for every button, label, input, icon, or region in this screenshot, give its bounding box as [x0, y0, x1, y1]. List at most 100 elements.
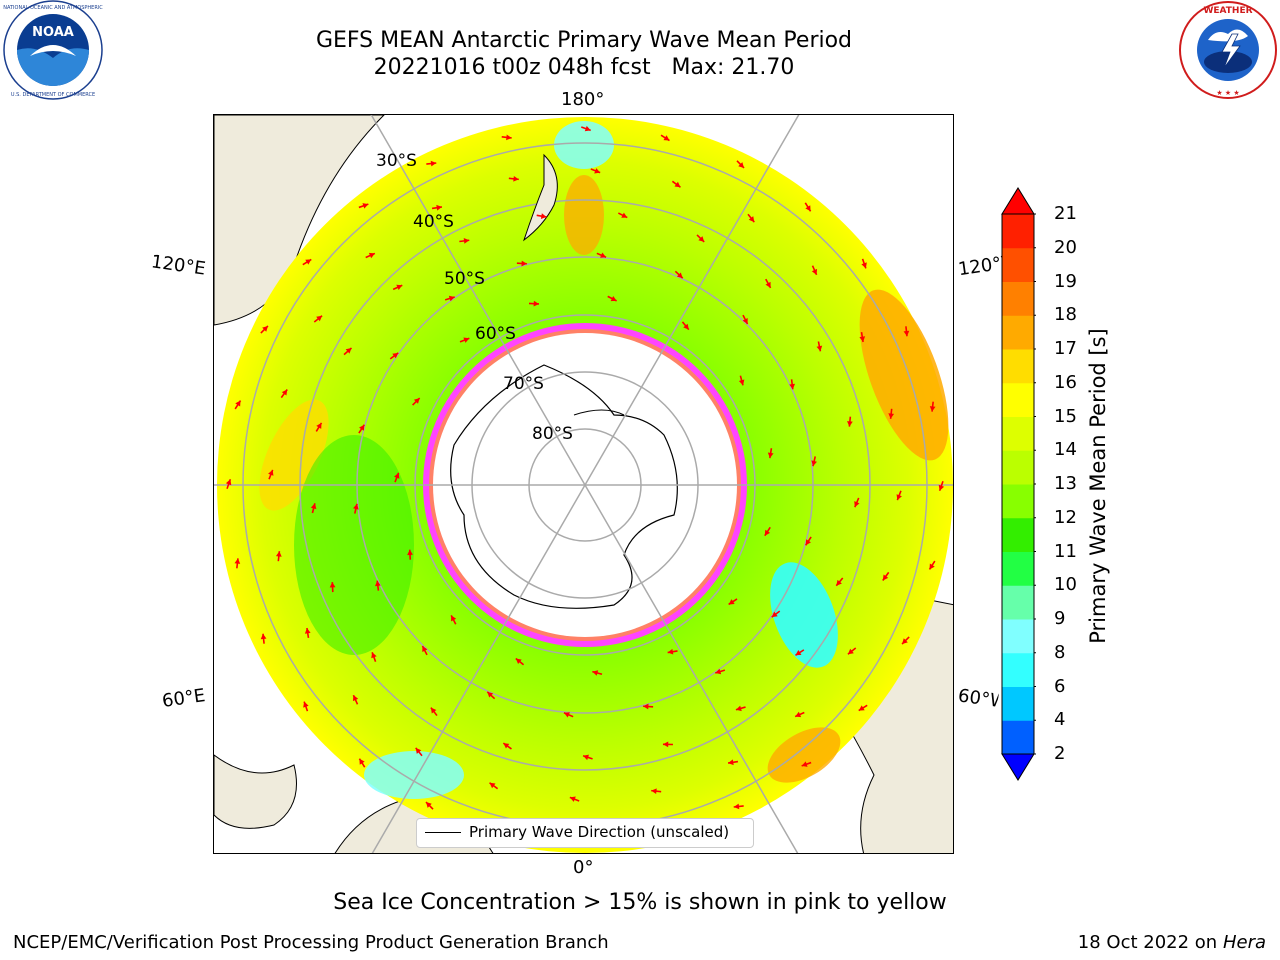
colorbar-segment-4 [1002, 619, 1034, 654]
colorbar-extend-min [1001, 753, 1035, 781]
wave-arrow-head-14 [667, 648, 674, 655]
wave-arrow-head-48 [795, 650, 802, 656]
wave-arrow-head-11 [767, 452, 774, 459]
wave-arrow-head-16 [422, 645, 428, 652]
lat-label-60s: 60°S [475, 324, 516, 344]
colorbar-tick-20: 20 [1054, 236, 1077, 258]
colorbar-segment-8 [1002, 484, 1034, 519]
land-madagascar [214, 754, 297, 829]
map-legend: Primary Wave Direction (unscaled) [416, 818, 754, 848]
wave-arrow-head-25 [742, 318, 748, 325]
wave-arrow-head-77 [304, 628, 311, 634]
wave-arrow-head-44 [816, 345, 823, 352]
wave-arrow-head-72 [651, 788, 657, 795]
colorbar-tick-12: 12 [1054, 506, 1077, 528]
wave-arrow-head-28 [805, 539, 811, 546]
lon-label-60e: 60°E [160, 685, 207, 712]
wave-arrow-head-51 [583, 754, 589, 761]
lat-label-30s: 30°S [376, 151, 417, 171]
wave-arrow-head-91 [938, 484, 945, 491]
wave-arrow-head-96 [733, 803, 740, 810]
wave-arrow-head-66 [888, 413, 895, 419]
wave-arrow-head-46 [854, 501, 860, 508]
lon-label-60w: 60°W [956, 685, 1000, 712]
wave-arrow-head-9 [683, 323, 689, 330]
wave-arrow-head-7 [533, 300, 539, 307]
wave-arrow-head-105 [225, 479, 232, 486]
wave-arrow-head-43 [765, 281, 771, 288]
colorbar-tick-16: 16 [1054, 371, 1077, 393]
lon-label-180: 180° [561, 89, 605, 110]
wave-arrow-head-101 [359, 758, 365, 765]
colorbar-tick-18: 18 [1054, 304, 1077, 326]
colorbar-segment-16 [1002, 214, 1034, 249]
period-patch-high-north [564, 175, 604, 255]
footer-date-text: 18 Oct 2022 on [1077, 932, 1223, 953]
legend-label: Primary Wave Direction (unscaled) [469, 823, 730, 841]
antarctic-peninsula-line [573, 409, 625, 416]
colorbar-segment-13 [1002, 315, 1034, 350]
colorbar-segment-12 [1002, 349, 1034, 384]
wave-arrow-head-71 [728, 759, 734, 766]
wave-arrow-head-65 [859, 336, 866, 342]
wave-arrow-head-53 [430, 707, 437, 714]
wave-arrow-head-13 [728, 599, 735, 605]
wave-arrow-head-70 [795, 711, 802, 718]
wave-arrow-head-89 [903, 330, 910, 337]
wave-arrow-head-62 [674, 181, 681, 188]
lon-label-0: 0° [573, 857, 594, 878]
wave-arrow-head-42 [698, 236, 705, 242]
nws-logo: WEATHER ★ ★ ★ [1178, 0, 1278, 100]
wave-arrow-head-35 [310, 503, 317, 510]
wave-arrow-head-33 [487, 691, 494, 698]
wave-arrow-head-34 [329, 582, 336, 588]
wave-arrow-head-47 [836, 579, 842, 586]
colorbar-tick-9: 9 [1054, 608, 1066, 629]
colorbar-tick-11: 11 [1054, 540, 1077, 562]
colorbar-tick-8: 8 [1054, 641, 1066, 663]
wave-arrow-head-95 [801, 761, 808, 767]
wave-arrow-head-56 [281, 389, 288, 396]
colorbar-tick-6: 6 [1054, 675, 1066, 697]
footer-credit: NCEP/EMC/Verification Post Processing Pr… [13, 932, 609, 953]
colorbar-segment-1 [1002, 720, 1034, 755]
wave-arrow-head-106 [235, 400, 241, 407]
colorbar-segment-2 [1002, 686, 1034, 721]
wave-arrow-head-24 [676, 272, 683, 279]
wave-arrow-head-31 [643, 703, 649, 710]
period-patch-mid-west [294, 435, 414, 655]
colorbar-segment-9 [1002, 450, 1034, 485]
antarctica-coastline [450, 364, 678, 609]
wave-arrow-head-58 [368, 252, 375, 259]
footer-machine: Hera [1222, 932, 1266, 953]
wave-arrow-head-2 [451, 615, 457, 622]
lat-label-70s: 70°S [503, 374, 544, 394]
noaa-logo: NOAA NATIONAL OCEANIC AND ATMOSPHERIC U.… [2, 0, 104, 100]
map-subtitle: 20221016 t00z 048h fcst Max: 21.70 [373, 55, 795, 80]
wave-arrow-head-79 [262, 325, 268, 332]
wave-arrow-head-68 [882, 574, 889, 581]
lat-label-50s: 50°S [444, 269, 485, 289]
sea-ice-note: Sea Ice Concentration > 15% is shown in … [333, 890, 947, 915]
land-new-zealand [523, 153, 558, 242]
colorbar-segment-11 [1002, 382, 1034, 417]
colorbar-segment-14 [1002, 281, 1034, 316]
wave-arrow-head-21 [448, 295, 455, 302]
meridian-line-120 [371, 115, 800, 853]
wave-arrow-head-100 [425, 802, 432, 808]
wave-arrow-head-59 [436, 204, 442, 211]
colorbar-tick-15: 15 [1054, 405, 1077, 427]
lat-label-40s: 40°S [413, 212, 454, 232]
wave-arrow-head-5 [413, 398, 420, 404]
wave-arrow-head-102 [303, 701, 309, 708]
wave-arrow-head-29 [771, 611, 778, 618]
colorbar-tick-14: 14 [1054, 439, 1077, 461]
map-frame [213, 114, 954, 854]
period-patch-high-south [767, 727, 841, 783]
wave-arrow-head-3 [407, 549, 413, 556]
noaa-logo-text: NOAA [32, 25, 74, 40]
wave-arrow-head-82 [430, 160, 437, 167]
colorbar-tick-2: 2 [1054, 743, 1066, 764]
period-patch-low-east [770, 562, 838, 668]
map-title: GEFS MEAN Antarctic Primary Wave Mean Pe… [315, 28, 853, 53]
